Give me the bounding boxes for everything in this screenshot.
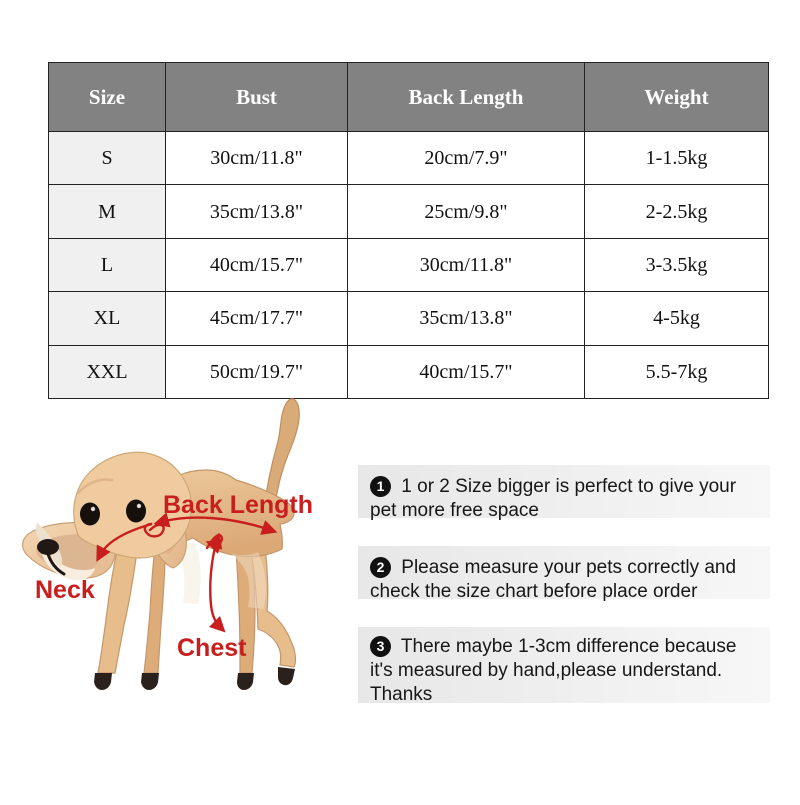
svg-text:Chest: Chest [177,634,247,662]
svg-text:Back Length: Back Length [163,491,313,519]
svg-text:Neck: Neck [35,576,95,604]
